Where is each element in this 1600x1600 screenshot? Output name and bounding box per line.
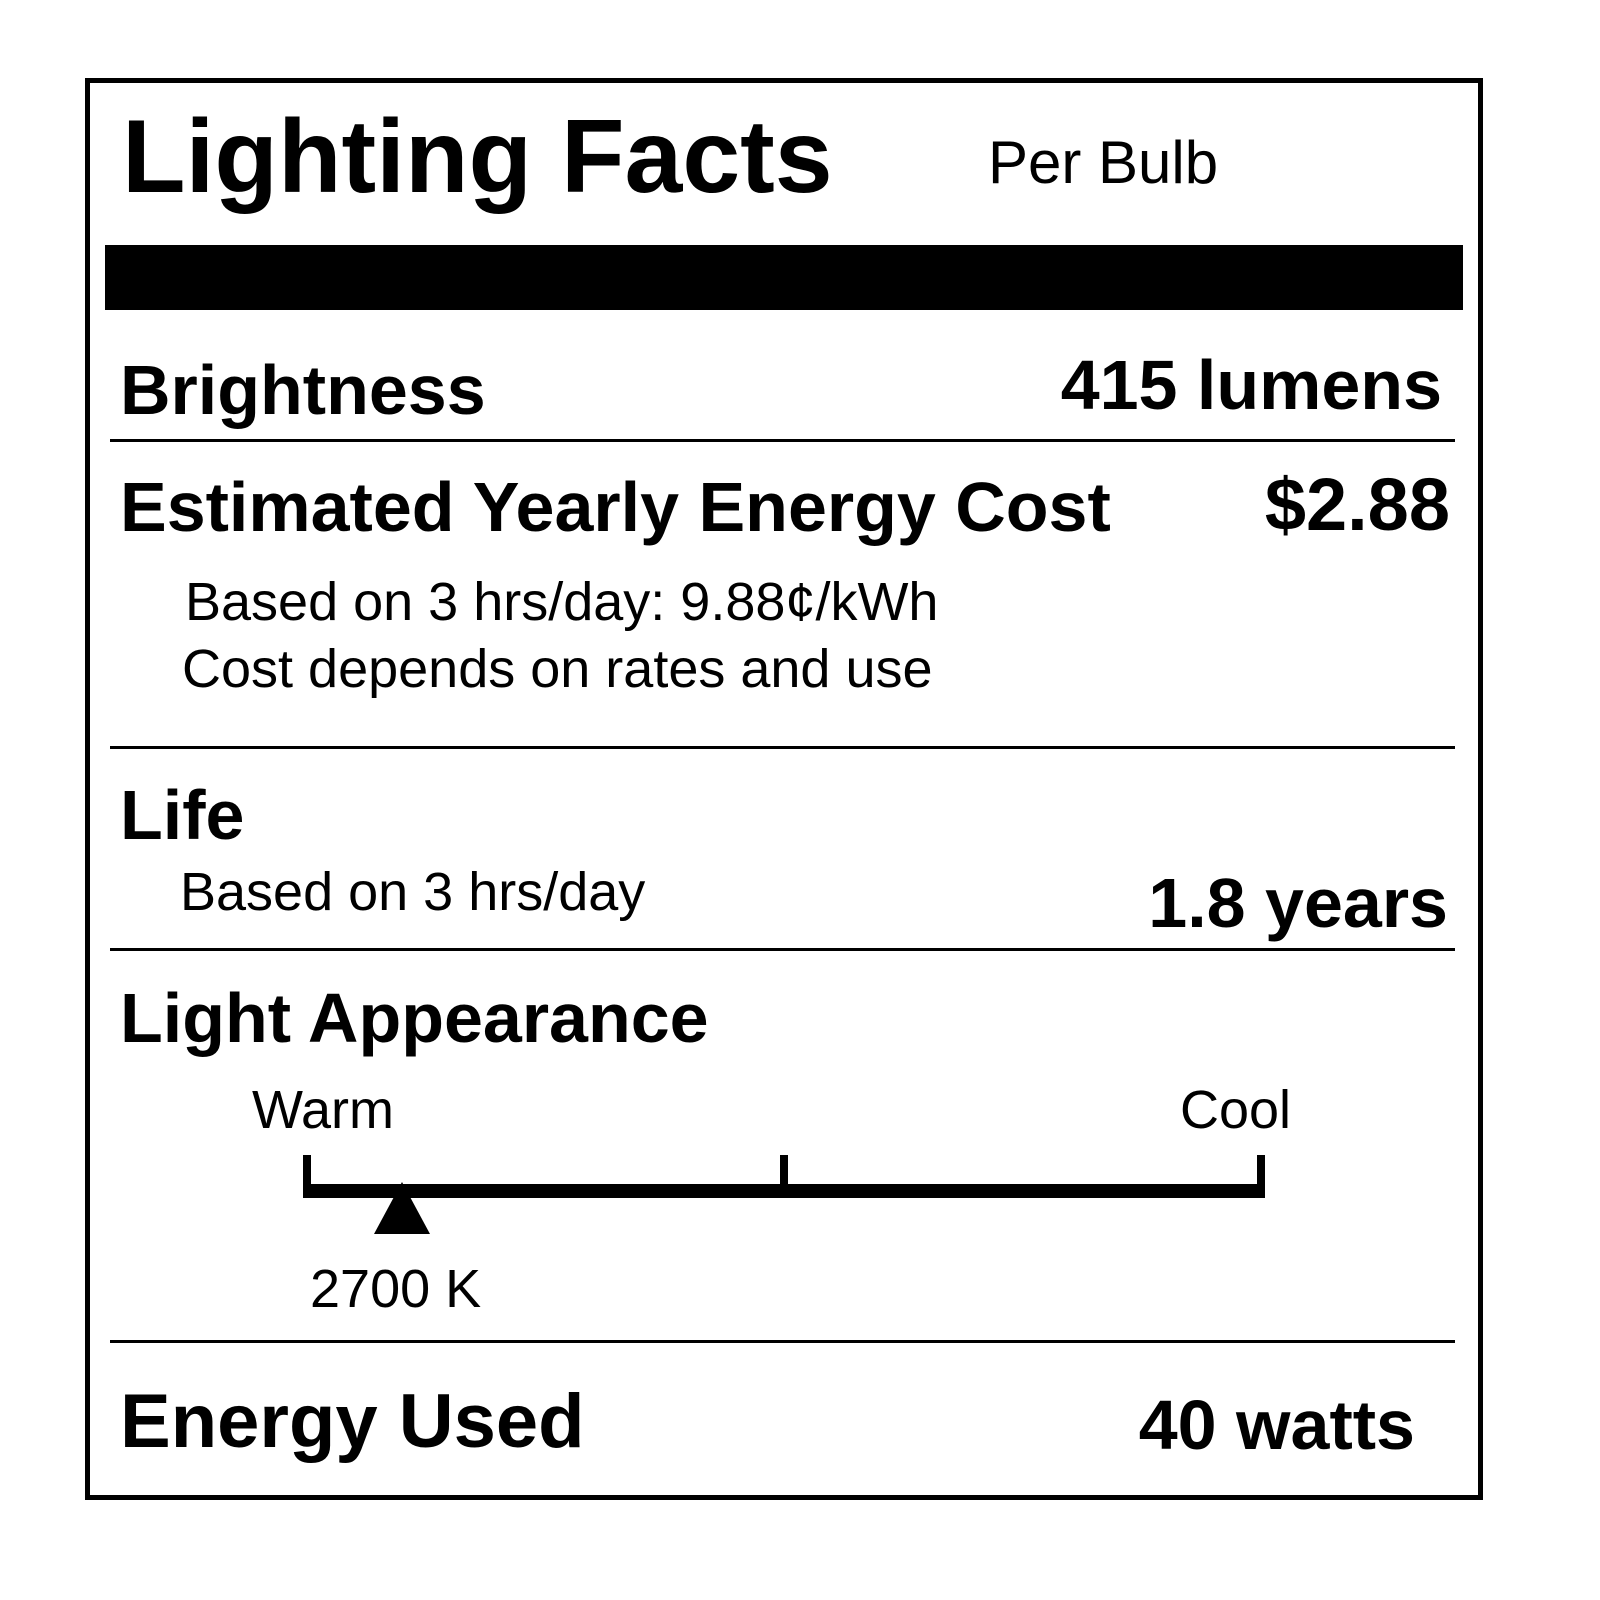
divider: [110, 746, 1455, 749]
label-subtitle: Per Bulb: [988, 129, 1219, 196]
cost-note-usage: Cost depends on rates and use: [182, 639, 933, 699]
scale-tick: [303, 1155, 311, 1195]
brightness-label: Brightness: [120, 351, 486, 429]
divider: [110, 439, 1455, 442]
cost-value: $2.88: [1264, 463, 1450, 546]
energy-label: Energy Used: [120, 1379, 585, 1464]
scale-tick: [780, 1155, 788, 1195]
scale-tick: [1257, 1155, 1265, 1195]
cool-label: Cool: [1180, 1080, 1292, 1140]
color-temperature-marker: [374, 1182, 431, 1234]
life-label: Life: [120, 776, 245, 854]
divider: [110, 1340, 1455, 1343]
label-title: Lighting Facts: [122, 99, 833, 215]
life-note: Based on 3 hrs/day: [180, 862, 646, 922]
label-frame: [85, 78, 1483, 1500]
cost-note-rate: Based on 3 hrs/day: 9.88¢/kWh: [185, 572, 939, 632]
energy-value: 40 watts: [1138, 1386, 1415, 1464]
color-temperature-value: 2700 K: [310, 1259, 482, 1319]
header-bar: [105, 245, 1463, 310]
cost-label: Estimated Yearly Energy Cost: [120, 468, 1111, 546]
brightness-value: 415 lumens: [1060, 346, 1442, 424]
divider: [110, 948, 1455, 951]
life-value: 1.8 years: [1148, 864, 1448, 942]
warm-label: Warm: [252, 1080, 394, 1140]
appearance-label: Light Appearance: [120, 979, 709, 1057]
